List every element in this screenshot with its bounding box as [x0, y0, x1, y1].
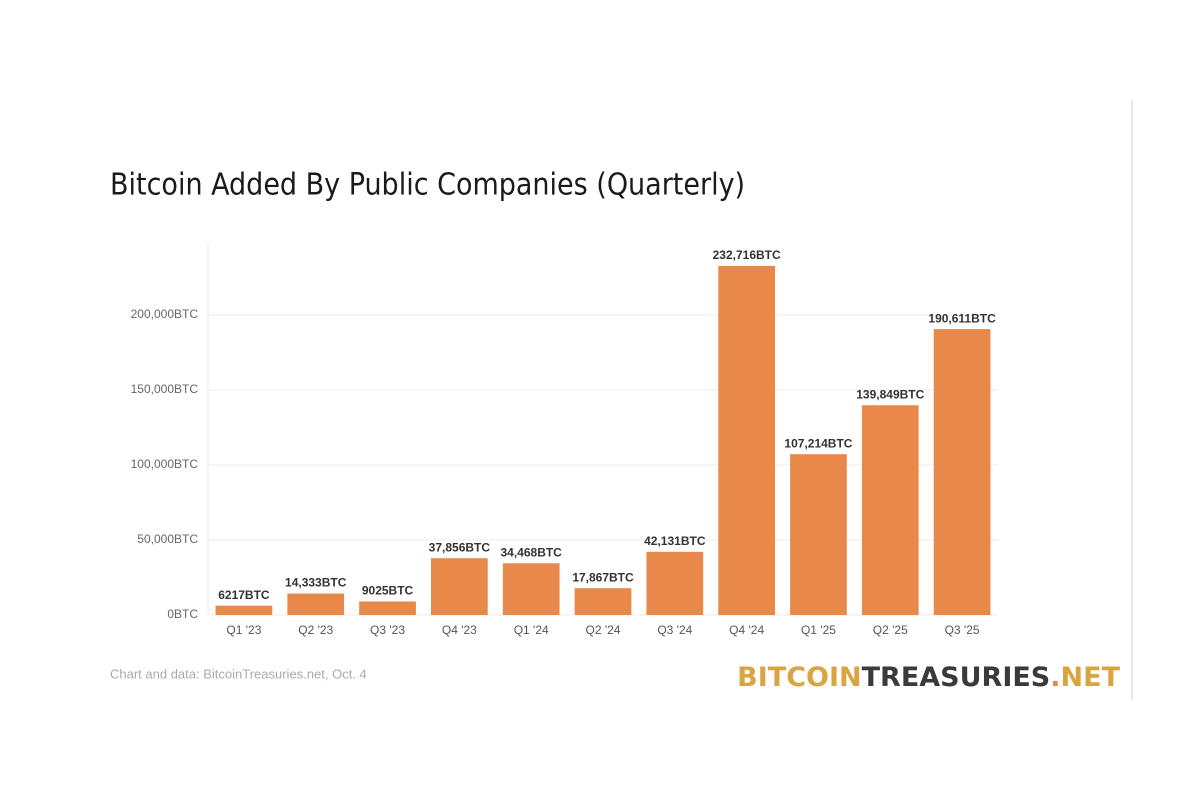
bar — [430, 558, 488, 615]
value-label: 14,333BTC — [285, 576, 347, 590]
x-tick-label: Q1 '25 — [801, 623, 836, 637]
value-label: 107,214BTC — [784, 436, 852, 450]
y-tick-label: 100,000BTC — [131, 457, 199, 471]
bar — [574, 588, 632, 615]
x-tick-label: Q4 '23 — [442, 623, 477, 637]
bar — [646, 551, 704, 615]
x-tick-label: Q1 '24 — [514, 623, 549, 637]
x-tick-label: Q2 '24 — [586, 623, 621, 637]
logo: BITCOINTREASURIES.NET — [737, 662, 1120, 693]
y-tick-label: 200,000BTC — [131, 307, 199, 321]
y-tick-label: 150,000BTC — [131, 382, 199, 396]
logo-part: BITCOIN — [737, 662, 861, 693]
logo-part: NET — [1061, 662, 1121, 693]
value-label: 42,131BTC — [644, 534, 706, 548]
x-tick-label: Q3 '25 — [945, 623, 980, 637]
value-label: 9025BTC — [362, 584, 414, 598]
source-note: Chart and data: BitcoinTreasuries.net, O… — [110, 666, 367, 681]
x-tick-label: Q1 '23 — [226, 623, 261, 637]
value-label: 34,468BTC — [500, 545, 562, 559]
value-label: 37,856BTC — [429, 540, 491, 554]
bar — [502, 563, 560, 615]
x-tick-label: Q4 '24 — [729, 623, 764, 637]
bar — [933, 329, 991, 615]
value-label: 17,867BTC — [572, 570, 634, 584]
bar — [861, 405, 919, 615]
value-label: 139,849BTC — [856, 387, 924, 401]
x-tick-label: Q3 '24 — [657, 623, 692, 637]
chart-title: Bitcoin Added By Public Companies (Quart… — [110, 168, 745, 203]
value-label: 6217BTC — [218, 588, 270, 602]
value-label: 232,716BTC — [713, 248, 781, 262]
value-label: 190,611BTC — [928, 311, 996, 325]
bar — [287, 593, 345, 615]
y-tick-label: 0BTC — [167, 607, 198, 621]
bar — [718, 265, 776, 615]
y-tick-label: 50,000BTC — [137, 532, 198, 546]
logo-part: . — [1050, 662, 1060, 693]
bar — [215, 605, 273, 615]
logo-part: TREASURIES — [862, 662, 1051, 693]
x-tick-label: Q3 '23 — [370, 623, 405, 637]
bar — [359, 601, 416, 615]
x-tick-label: Q2 '23 — [298, 623, 333, 637]
x-tick-label: Q2 '25 — [873, 623, 908, 637]
bar — [790, 454, 847, 615]
